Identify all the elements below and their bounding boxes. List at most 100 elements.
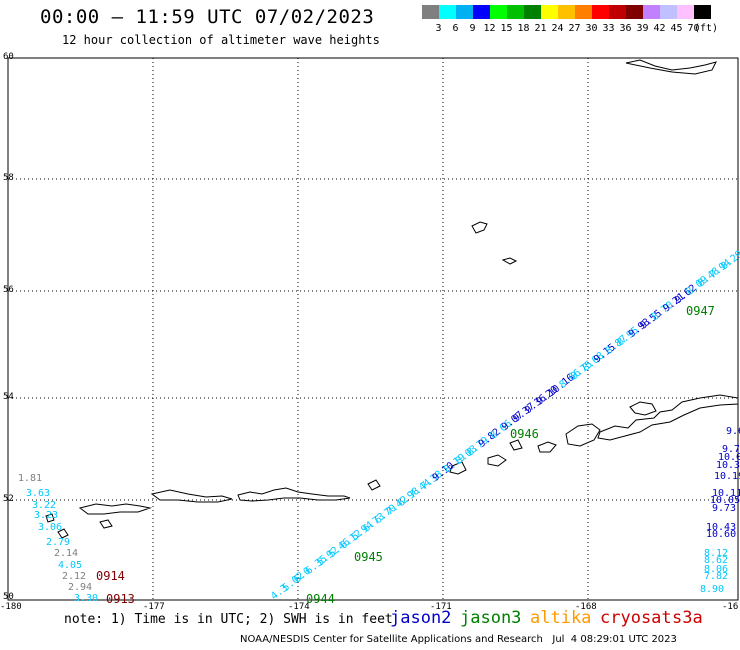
legend-label: 39 xyxy=(636,23,649,34)
pass-time-label: 0947 xyxy=(686,304,715,318)
track-value-label: 10.30 xyxy=(716,460,740,471)
coastline xyxy=(471,221,488,234)
satellite-name: altika xyxy=(530,608,592,628)
legend-label: 21 xyxy=(534,23,547,34)
legend-swatch xyxy=(524,5,541,19)
longitude-label: -16 xyxy=(722,602,739,612)
coastline xyxy=(57,528,69,539)
track-value-label: 3.63 xyxy=(26,488,50,499)
coastline xyxy=(565,423,601,447)
legend-label: 18 xyxy=(517,23,530,34)
legend-label: 3 xyxy=(435,23,442,34)
track-layer: 1.81 3.633.223.233.06 2.792.144.052.122.94… xyxy=(18,249,740,606)
legend-swatch xyxy=(507,5,524,19)
coastline xyxy=(78,503,152,515)
coastline xyxy=(509,439,523,451)
track-value-label: 10.43 xyxy=(706,522,736,533)
satellite-name: cryosat xyxy=(600,608,672,628)
track-value-label: 7.82 xyxy=(704,571,728,582)
map-grid xyxy=(7,57,739,601)
track-value-label: 3.22 xyxy=(32,500,56,511)
longitude-label: -171 xyxy=(430,602,452,612)
track-value-label: 8.12 xyxy=(704,548,728,559)
legend-label: 27 xyxy=(568,23,581,34)
pass-time-label: 0946 xyxy=(510,427,539,441)
coastline xyxy=(501,257,518,265)
legend-swatch xyxy=(660,5,677,19)
legend-swatch xyxy=(473,5,490,19)
track-value-label: 4.05 xyxy=(58,560,82,571)
legend-swatch xyxy=(592,5,609,19)
track-value-label: 8.29 xyxy=(719,249,740,273)
latitude-label: 50 xyxy=(3,592,14,602)
pass-time-label: 0945 xyxy=(354,550,383,564)
coastline xyxy=(487,454,507,467)
footnote: note: 1) Time is in UTC; 2) SWH is in fe… xyxy=(64,612,393,627)
latitude-label: 60 xyxy=(3,52,14,62)
coastline xyxy=(99,519,113,529)
legend-swatch xyxy=(422,5,439,19)
track-value-label: 2.12 xyxy=(62,571,86,582)
coastline xyxy=(597,394,739,441)
track-value-label: 3.06 xyxy=(38,522,62,533)
legend-swatch xyxy=(558,5,575,19)
legend-swatch xyxy=(490,5,507,19)
map-frame xyxy=(7,57,739,601)
track-value-label: 8.62 xyxy=(704,555,728,566)
latitude-label: 52 xyxy=(3,494,14,504)
legend-swatch xyxy=(643,5,660,19)
coastline xyxy=(537,441,557,453)
legend-label: 70 xyxy=(687,23,700,34)
page-title: 00:00 – 11:59 UTC 07/02/2023 xyxy=(40,6,375,28)
track-value-label: 3.30 xyxy=(74,593,98,604)
track-value-label: 10.60 xyxy=(706,529,736,540)
legend-label: 36 xyxy=(619,23,632,34)
track-value-label: 9.73 xyxy=(712,503,736,514)
coastline xyxy=(449,461,467,475)
track-value-label: 9.7 xyxy=(722,444,740,455)
longitude-label: -180 xyxy=(0,602,22,612)
pass-time-label: 0944 xyxy=(306,592,335,606)
legend-swatch xyxy=(575,5,592,19)
track-value-label: 2.94 xyxy=(68,582,92,593)
legend-label: 12 xyxy=(483,23,496,34)
latitude-label: 54 xyxy=(3,392,14,402)
coastline xyxy=(45,513,55,523)
track-value-label: 10.19 xyxy=(714,471,740,482)
coastline xyxy=(629,401,657,416)
track-value-label: 8.90 xyxy=(700,584,724,595)
legend-label: 42 xyxy=(653,23,666,34)
credit-line: NOAA/NESDIS Center for Satellite Applica… xyxy=(240,634,677,645)
legend-label: 9 xyxy=(469,23,476,34)
coastline xyxy=(367,479,381,491)
longitude-label: -168 xyxy=(575,602,597,612)
longitude-label: -177 xyxy=(143,602,165,612)
pass-time-label: 0913 xyxy=(106,592,135,606)
legend-swatch xyxy=(439,5,456,19)
legend-swatch xyxy=(626,5,643,19)
page-subtitle: 12 hour collection of altimeter wave hei… xyxy=(62,33,380,47)
legend-label: 45 xyxy=(670,23,683,34)
track-value-label: 8.06 xyxy=(704,564,728,575)
legend-swatch xyxy=(456,5,473,19)
latitude-label: 56 xyxy=(3,285,14,295)
satellite-name: s3a xyxy=(672,608,703,628)
satellite-name: jason2 xyxy=(390,608,452,628)
legend-label: 24 xyxy=(551,23,564,34)
legend-unit: (ft) xyxy=(694,23,719,34)
coastline xyxy=(237,487,351,502)
coastline xyxy=(625,59,717,75)
pass-time-label: 0914 xyxy=(96,569,125,583)
track-value-label: 10.05 xyxy=(710,495,740,506)
latitude-label: 58 xyxy=(3,173,14,183)
track-value-label: 2.79 xyxy=(46,537,70,548)
legend-label: 15 xyxy=(500,23,513,34)
coastline xyxy=(150,489,233,503)
track-value-label: 9.6 xyxy=(726,426,740,437)
longitude-label: -174 xyxy=(288,602,310,612)
track-value-label: 10.11 xyxy=(712,488,740,499)
legend-label: 6 xyxy=(452,23,459,34)
track-value-label: 3.23 xyxy=(34,510,58,521)
